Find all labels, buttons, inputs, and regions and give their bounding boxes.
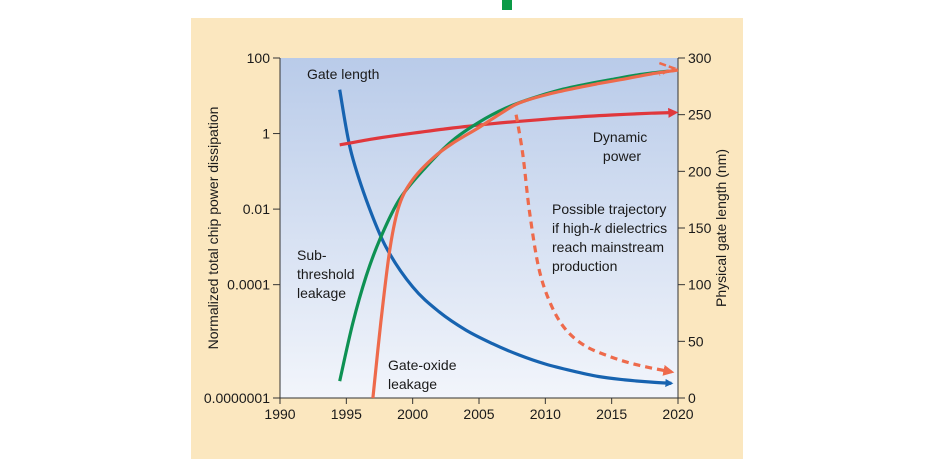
right-tick-label: 300 bbox=[688, 50, 712, 66]
left-axis-title: Normalized total chip power dissipation bbox=[205, 107, 221, 350]
left-tick-label: 0.0001 bbox=[227, 277, 270, 293]
left-tick-label: 0.0000001 bbox=[204, 390, 270, 406]
x-tick-label: 1990 bbox=[264, 406, 295, 422]
right-axis-title: Physical gate length (nm) bbox=[713, 149, 729, 307]
x-tick-label: 2020 bbox=[662, 406, 693, 422]
trajectory-annotation: Possible trajectory if high-k dielectric… bbox=[552, 201, 671, 274]
right-tick-label: 50 bbox=[688, 333, 704, 349]
subthreshold-leakage-label: Sub- threshold leakage bbox=[297, 247, 358, 301]
title-fragment bbox=[502, 0, 512, 10]
right-tick-label: 200 bbox=[688, 163, 712, 179]
dynamic-power-label: Dynamic power bbox=[593, 129, 651, 164]
right-tick-label: 250 bbox=[688, 107, 712, 123]
x-tick-label: 2005 bbox=[463, 406, 494, 422]
high-k-trajectory-line bbox=[514, 114, 675, 376]
x-tick-label: 2000 bbox=[397, 406, 428, 422]
gate-length-line bbox=[338, 89, 674, 387]
left-tick-label: 100 bbox=[247, 50, 271, 66]
series-layer bbox=[338, 61, 679, 399]
gate-oxide-arrowhead bbox=[658, 61, 677, 77]
gate-oxide-leakage-label: Gate-oxide leakage bbox=[388, 357, 460, 392]
gate-oxide-leakage-line bbox=[371, 68, 679, 399]
left-tick-label: 0.01 bbox=[243, 201, 270, 217]
x-tick-label: 1995 bbox=[331, 406, 362, 422]
dynamic-power-line bbox=[339, 107, 679, 147]
x-tick-label: 2010 bbox=[530, 406, 561, 422]
x-tick-label: 2015 bbox=[596, 406, 627, 422]
gate-length-label: Gate length bbox=[307, 66, 379, 82]
right-tick-label: 150 bbox=[688, 220, 712, 236]
right-tick-label: 0 bbox=[688, 390, 696, 406]
subthreshold-leakage-line bbox=[338, 69, 669, 382]
left-tick-label: 1 bbox=[262, 126, 270, 142]
axis-ticks: 1990 1995 2000 2005 2010 2015 202010010.010.00… bbox=[204, 50, 712, 422]
right-tick-label: 100 bbox=[688, 277, 712, 293]
